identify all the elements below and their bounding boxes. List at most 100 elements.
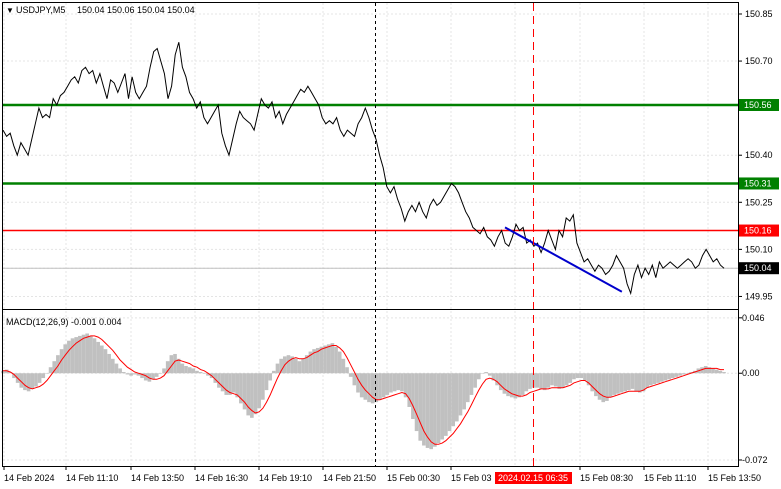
macd-bar [301, 358, 305, 374]
macd-tick-label: 0.00 [742, 368, 760, 378]
macd-bar [425, 373, 430, 448]
macd-bar [341, 358, 346, 374]
macd-bar [568, 373, 573, 383]
macd-bar [623, 373, 628, 392]
price-tick-label: 150.85 [745, 9, 773, 19]
macd-bar [619, 373, 624, 393]
macd-bar [319, 346, 324, 374]
macd-bar [663, 373, 668, 381]
macd-bar [473, 373, 477, 388]
macd-bar [312, 349, 316, 374]
macd-bar [539, 373, 543, 389]
macd-bar [418, 373, 423, 441]
macd-bar [279, 358, 283, 374]
macd-bar [590, 373, 595, 392]
macd-bar [667, 373, 671, 380]
price-tag: 150.16 [744, 226, 772, 236]
macd-bar [8, 372, 13, 374]
macd-bar [674, 373, 679, 377]
macd-bar [517, 373, 521, 398]
macd-bar [114, 363, 119, 374]
macd-bar [608, 373, 613, 398]
macd-bar [176, 358, 181, 374]
macd-bar [34, 373, 38, 387]
macd-bar [158, 373, 163, 374]
macd-bar [217, 373, 221, 388]
macd-bar [465, 373, 470, 403]
macd-bar [638, 373, 642, 393]
macd-bar [96, 341, 100, 374]
macd-bar [689, 372, 693, 374]
macd-title: MACD(12,26,9) -0.001 0.004 [6, 317, 122, 327]
macd-bar [110, 358, 115, 374]
macd-bar [293, 358, 298, 374]
macd-bar [231, 373, 236, 393]
macd-bar [711, 368, 715, 374]
macd-bar [583, 373, 587, 381]
macd-bar [308, 351, 313, 374]
macd-bar [378, 373, 382, 400]
ohlc-readout: 150.04 150.06 150.04 150.04 [77, 5, 195, 15]
price-line [2, 42, 725, 296]
price-tag-bg [739, 99, 779, 111]
macd-bar [23, 373, 27, 391]
macd-bar [154, 373, 159, 377]
macd-bar [228, 373, 232, 395]
macd-bar [487, 373, 492, 376]
macd-bar [169, 355, 174, 374]
macd-tick-label: -0.072 [742, 455, 768, 465]
chart-title: USDJPY,M5 [16, 5, 65, 15]
price-tick-label: 149.95 [745, 291, 773, 301]
macd-bar [594, 373, 598, 397]
macd-bar [136, 373, 141, 376]
macd-bar [143, 373, 148, 381]
macd-bar [184, 366, 188, 374]
macd-bar [605, 373, 609, 401]
macd-bar [19, 373, 24, 388]
macd-bar [99, 345, 104, 374]
macd-bar [403, 373, 408, 398]
macd-bar [506, 373, 510, 397]
macd-bar [275, 363, 280, 374]
macd-bar [396, 373, 401, 391]
macd-bar [261, 373, 265, 400]
macd-bar [206, 373, 210, 376]
macd-bar [370, 373, 375, 404]
macd-bar [480, 373, 485, 374]
macd-bar [334, 346, 338, 374]
macd-bar [330, 343, 335, 374]
macd-bar [348, 373, 353, 377]
macd-bar [81, 334, 86, 374]
macd-bar [707, 367, 712, 374]
macd-bar [469, 373, 474, 395]
macd-bar [67, 340, 71, 374]
macd-bar [528, 373, 532, 389]
macd-bar [129, 373, 133, 376]
macd-bar [422, 373, 426, 446]
macd-bar [195, 370, 199, 374]
macd-bar [630, 373, 635, 389]
macd-bar [250, 373, 254, 418]
macd-bar [121, 372, 126, 374]
macd-bar [202, 373, 207, 374]
macd-bar [140, 373, 144, 379]
trendline[interactable] [504, 226, 623, 293]
macd-bar [264, 373, 269, 391]
macd-bar [352, 373, 357, 386]
macd-bar [56, 355, 60, 374]
macd-bar [495, 373, 499, 386]
price-tag-bg [739, 262, 779, 275]
macd-bar [272, 370, 276, 374]
macd-bar [546, 373, 551, 388]
macd-bar [165, 361, 170, 374]
macd-bar [63, 344, 68, 374]
macd-bar [246, 373, 251, 416]
time-tick-label: 14 Feb 21:50 [323, 473, 376, 483]
macd-bar [520, 373, 525, 395]
macd-bar [429, 373, 434, 450]
macd-bar [400, 373, 404, 392]
time-tick-label: 14 Feb 2024 [4, 473, 55, 483]
macd-bar [703, 366, 708, 374]
chart-title-icon: ▼ [6, 6, 14, 15]
